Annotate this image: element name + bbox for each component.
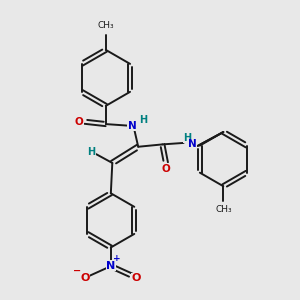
- Text: O: O: [161, 164, 170, 173]
- Text: H: H: [139, 115, 147, 125]
- Text: N: N: [106, 261, 116, 271]
- Text: H: H: [183, 133, 191, 142]
- Text: O: O: [132, 273, 141, 283]
- Text: +: +: [113, 254, 121, 263]
- Text: CH₃: CH₃: [215, 205, 232, 214]
- Text: H: H: [87, 147, 95, 158]
- Text: N: N: [128, 121, 137, 130]
- Text: O: O: [80, 273, 90, 283]
- Text: N: N: [188, 140, 197, 149]
- Text: O: O: [75, 117, 84, 127]
- Text: −: −: [73, 266, 81, 275]
- Text: CH₃: CH₃: [98, 22, 114, 31]
